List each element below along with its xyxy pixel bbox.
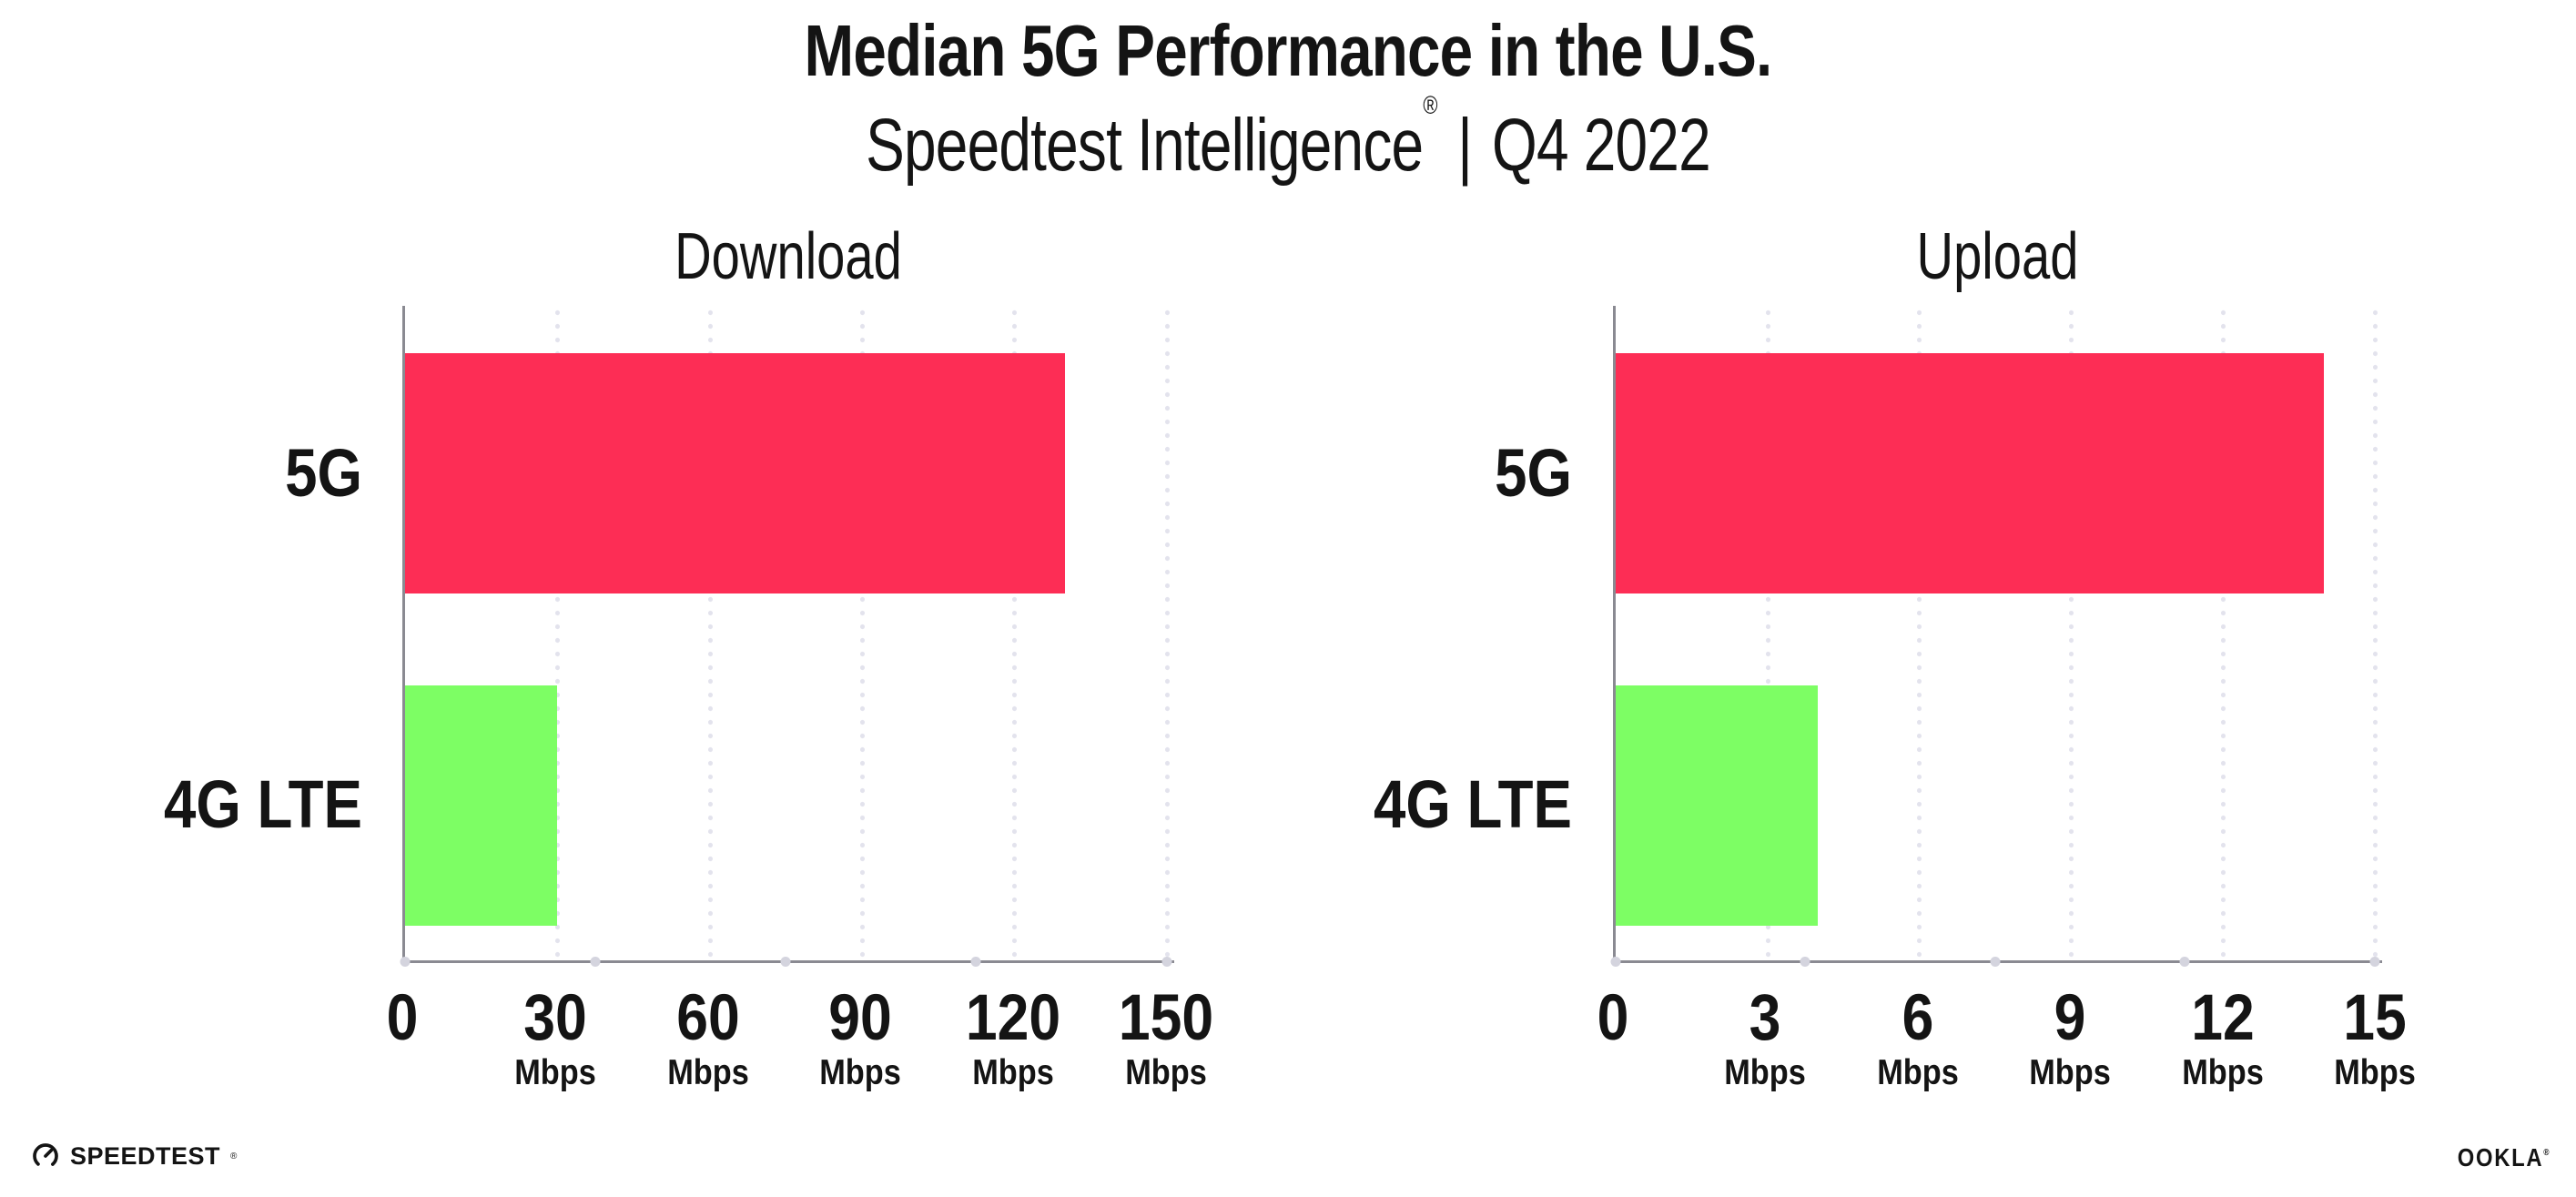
download-chart-title: Download (674, 220, 902, 293)
axis-tick-dot (400, 957, 411, 967)
x-tick-60: 60 Mbps (662, 985, 755, 1092)
x-tick-3: 3 Mbps (1719, 985, 1811, 1092)
download-bar-4g-lte (405, 685, 558, 926)
subtitle-period: Q4 2022 (1491, 104, 1711, 187)
registered-trademark-icon: ® (230, 1151, 238, 1161)
x-tick-15: 15 Mbps (2328, 985, 2421, 1092)
x-tick-90: 90 Mbps (814, 985, 907, 1092)
subtitle-brand: Speedtest Intelligence (866, 104, 1424, 187)
axis-tick-dot (2369, 957, 2380, 967)
x-tick-30: 30 Mbps (509, 985, 602, 1092)
x-tick-unit: Mbps (2181, 1053, 2264, 1092)
registered-trademark-icon: ® (2542, 1148, 2549, 1158)
gridline-9-mbps (2069, 306, 2074, 960)
axis-tick-dot (1161, 957, 1172, 967)
x-tick-value: 3 (1749, 982, 1781, 1054)
x-tick-150: 150 Mbps (1112, 985, 1220, 1092)
gridline-12-mbps (2220, 306, 2226, 960)
x-tick-value: 15 (2343, 982, 2407, 1054)
download-plot-scale (400, 306, 1172, 967)
gridline-6-mbps (1917, 306, 1922, 960)
download-plot-area (400, 306, 1174, 967)
gridline-3-mbps (1765, 306, 1770, 960)
axis-tick-dot (1800, 957, 1810, 967)
upload-bar-5g (1616, 353, 2324, 593)
page-title: Median 5G Performance in the U.S. (804, 10, 1773, 91)
axis-tick-dot (780, 957, 791, 967)
download-category-label-4g-lte: 4G LTE (163, 766, 362, 842)
axis-tick-dot (590, 957, 601, 967)
x-tick-120: 120 Mbps (959, 985, 1067, 1092)
speedtest-logo: SPEEDTEST ® (31, 1141, 237, 1171)
x-tick-unit: Mbps (972, 1053, 1054, 1092)
x-tick-0: 0 (384, 985, 421, 1052)
page-subtitle: Speedtest Intelligence® | Q4 2022 (283, 91, 2292, 188)
x-tick-value: 0 (1597, 982, 1629, 1054)
x-tick-unit: Mbps (1724, 1053, 1807, 1092)
axis-tick-dot (970, 957, 981, 967)
x-tick-value: 9 (2054, 982, 2086, 1054)
download-bar-row-5g (405, 353, 1167, 593)
subtitle-separator: | (1457, 104, 1473, 187)
registered-trademark-icon: ® (1423, 91, 1438, 119)
gridline-120-mbps (1012, 306, 1018, 960)
upload-chart-title: Upload (1916, 220, 2079, 293)
x-tick-unit: Mbps (819, 1053, 902, 1092)
x-tick-value: 90 (828, 982, 893, 1054)
x-tick-unit: Mbps (1876, 1053, 1959, 1092)
gridline-60-mbps (707, 306, 713, 960)
gridline-30-mbps (555, 306, 561, 960)
axis-tick-dot (1990, 957, 2001, 967)
upload-x-axis: 0 3 Mbps 6 Mbps 9 Mbps 12 Mbps 15 Mbps (1597, 985, 2416, 1112)
x-tick-unit: Mbps (666, 1053, 749, 1092)
ookla-logo: OOKLA® (2457, 1143, 2549, 1172)
x-tick-value: 12 (2190, 982, 2255, 1054)
axis-tick-dot (1610, 957, 1621, 967)
x-tick-12: 12 Mbps (2176, 985, 2269, 1092)
x-tick-value: 0 (386, 982, 419, 1054)
x-tick-unit: Mbps (2029, 1053, 2111, 1092)
speedtest-logo-text: SPEEDTEST (70, 1141, 221, 1170)
speedtest-gauge-icon (31, 1141, 60, 1171)
x-tick-value: 150 (1118, 982, 1214, 1054)
upload-plot-scale (1610, 306, 2380, 967)
x-tick-value: 30 (523, 982, 587, 1054)
axis-tick-dot (2179, 957, 2190, 967)
x-tick-6: 6 Mbps (1871, 985, 1964, 1092)
download-category-label-5g: 5G (285, 435, 362, 511)
download-bar-5g (405, 353, 1065, 593)
gridline-90-mbps (859, 306, 865, 960)
x-tick-unit: Mbps (2334, 1053, 2416, 1092)
upload-bar-row-4g-lte (1616, 685, 2375, 926)
upload-category-label-5g: 5G (1495, 435, 1572, 511)
x-tick-unit: Mbps (513, 1053, 596, 1092)
download-x-axis: 0 30 Mbps 60 Mbps 90 Mbps 120 Mbps 150 M… (387, 985, 1214, 1112)
ookla-logo-text: OOKLA (2457, 1143, 2543, 1172)
x-tick-value: 6 (1902, 982, 1934, 1054)
gridline-150-mbps (1164, 306, 1170, 960)
gridline-15-mbps (2372, 306, 2378, 960)
x-tick-0: 0 (1595, 985, 1631, 1052)
x-tick-unit: Mbps (1125, 1053, 1207, 1092)
x-tick-9: 9 Mbps (2023, 985, 2116, 1092)
upload-plot-area (1610, 306, 2382, 967)
upload-bar-4g-lte (1616, 685, 1819, 926)
x-tick-value: 120 (966, 982, 1061, 1054)
upload-category-label-4g-lte: 4G LTE (1373, 766, 1572, 842)
upload-bar-row-5g (1616, 353, 2375, 593)
download-bar-row-4g-lte (405, 685, 1167, 926)
x-tick-value: 60 (675, 982, 740, 1054)
